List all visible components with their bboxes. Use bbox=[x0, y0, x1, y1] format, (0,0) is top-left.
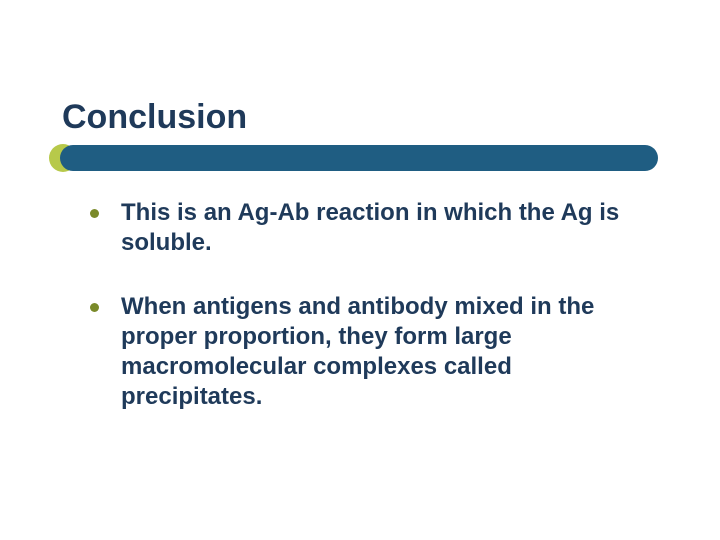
bullet-text: When antigens and antibody mixed in the … bbox=[121, 292, 650, 412]
slide-title: Conclusion bbox=[62, 98, 247, 137]
bullet-icon bbox=[90, 303, 99, 312]
slide: Conclusion This is an Ag-Ab reaction in … bbox=[0, 0, 720, 540]
list-item: This is an Ag-Ab reaction in which the A… bbox=[90, 198, 650, 258]
bullet-text: This is an Ag-Ab reaction in which the A… bbox=[121, 198, 650, 258]
list-item: When antigens and antibody mixed in the … bbox=[90, 292, 650, 412]
bullet-list: This is an Ag-Ab reaction in which the A… bbox=[90, 198, 650, 446]
title-underline-bar bbox=[60, 145, 658, 171]
bullet-icon bbox=[90, 209, 99, 218]
